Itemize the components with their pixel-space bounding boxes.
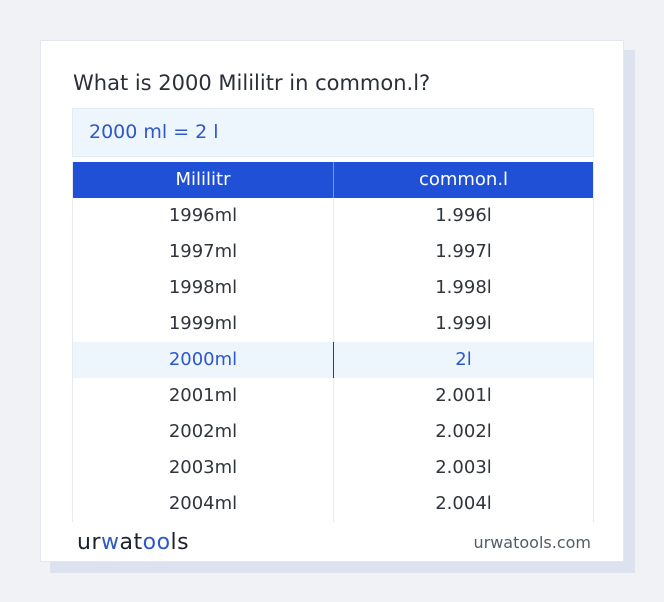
conversion-result: 2000 ml = 2 l: [72, 108, 594, 157]
conversion-card: What is 2000 Mililitr in common.l? 2000 …: [40, 40, 624, 562]
logo-text-accent: oo: [142, 530, 171, 555]
cell-common-l: 1.999l: [435, 313, 492, 334]
cell-mililitr: 1999ml: [73, 306, 334, 342]
cell-mililitr: 2004ml: [73, 486, 334, 522]
cell-common-l: 2l: [455, 349, 472, 370]
header-common-l: common.l: [418, 169, 509, 190]
table-row: 2003ml 2.003l: [73, 450, 593, 486]
logo-text: ls: [170, 530, 190, 555]
cell-common-l: 2.004l: [435, 493, 492, 514]
table-header: Mililitr common.l: [73, 162, 593, 198]
cell-mililitr: 2002ml: [73, 414, 334, 450]
cell-mililitr: 1997ml: [73, 234, 334, 270]
page-title: What is 2000 Mililitr in common.l?: [73, 71, 431, 95]
urwatools-logo[interactable]: ur w at oo ls: [77, 529, 189, 555]
table-row: 1996ml 1.996l: [73, 198, 593, 234]
cell-common-l: 2.003l: [435, 457, 492, 478]
table-row: 2004ml 2.004l: [73, 486, 593, 522]
cell-mililitr: 2001ml: [73, 378, 334, 414]
site-domain[interactable]: urwatools.com: [473, 533, 592, 552]
logo-text-accent: w: [101, 530, 120, 555]
cell-mililitr: 2000ml: [73, 342, 334, 378]
conversion-table: Mililitr common.l 1996ml 1.996l 1997ml 1…: [72, 162, 594, 522]
cell-common-l: 1.996l: [435, 205, 492, 226]
table-row: 1998ml 1.998l: [73, 270, 593, 306]
cell-common-l: 2.002l: [435, 421, 492, 442]
cell-common-l: 1.998l: [435, 277, 492, 298]
cell-common-l: 2.001l: [435, 385, 492, 406]
header-mililitr: Mililitr: [73, 162, 334, 198]
table-row: 1997ml 1.997l: [73, 234, 593, 270]
table-row-highlighted: 2000ml 2l: [73, 342, 593, 378]
logo-text: ur: [77, 530, 101, 555]
table-row: 2002ml 2.002l: [73, 414, 593, 450]
table-row: 1999ml 1.999l: [73, 306, 593, 342]
cell-mililitr: 1998ml: [73, 270, 334, 306]
cell-mililitr: 2003ml: [73, 450, 334, 486]
cell-mililitr: 1996ml: [73, 198, 334, 234]
cell-common-l: 1.997l: [435, 241, 492, 262]
logo-text: at: [119, 530, 143, 555]
table-row: 2001ml 2.001l: [73, 378, 593, 414]
